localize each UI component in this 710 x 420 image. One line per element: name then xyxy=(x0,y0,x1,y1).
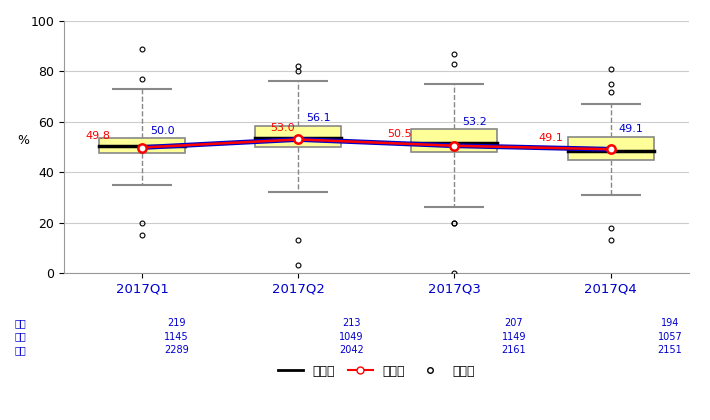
Text: 49.1: 49.1 xyxy=(539,133,564,143)
Text: 50.5: 50.5 xyxy=(388,129,412,139)
Legend: 中央値, 平均値, 外れ値: 中央値, 平均値, 外れ値 xyxy=(273,360,480,383)
Text: 53.2: 53.2 xyxy=(462,117,487,127)
Text: 公差
分子
分母: 公差 分子 分母 xyxy=(14,318,26,355)
Text: 50.0: 50.0 xyxy=(150,126,175,136)
Text: 207
1149
2161: 207 1149 2161 xyxy=(501,318,526,355)
Bar xyxy=(256,126,342,147)
Bar xyxy=(568,137,654,160)
Text: 56.1: 56.1 xyxy=(306,113,331,123)
Y-axis label: %: % xyxy=(17,134,29,147)
Text: 194
1057
2151: 194 1057 2151 xyxy=(657,318,682,355)
Bar xyxy=(99,138,185,153)
Text: 53.0: 53.0 xyxy=(271,123,295,133)
Text: 49.8: 49.8 xyxy=(86,131,111,141)
Text: 219
1145
2289: 219 1145 2289 xyxy=(164,318,189,355)
Text: 49.1: 49.1 xyxy=(618,124,643,134)
Text: 213
1049
2042: 213 1049 2042 xyxy=(339,318,364,355)
Bar xyxy=(412,129,497,152)
